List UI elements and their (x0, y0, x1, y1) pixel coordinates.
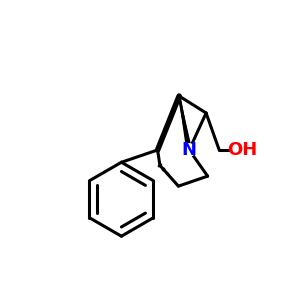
Text: N: N (182, 141, 197, 159)
Text: OH: OH (227, 141, 257, 159)
Polygon shape (179, 96, 191, 150)
Circle shape (232, 140, 252, 160)
Circle shape (183, 144, 195, 156)
